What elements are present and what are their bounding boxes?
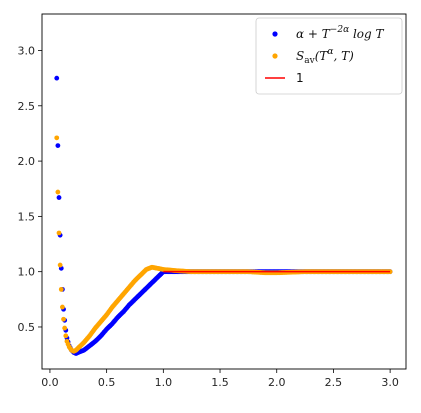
data-point [56, 195, 62, 200]
x-tick-label: 1.5 [211, 376, 229, 389]
data-point [55, 189, 61, 195]
legend-text-sup: −2α [330, 25, 349, 35]
plot-frame [41, 13, 407, 370]
x-tick-label: 3.0 [381, 376, 399, 389]
legend-text-sub: av [304, 56, 315, 66]
data-point [60, 304, 65, 310]
y-tick-label: 2.0 [18, 155, 36, 168]
data-point [56, 230, 62, 236]
y-tick-label: 2.5 [18, 100, 36, 113]
plot-area [54, 75, 393, 356]
y-tick-label: 1.0 [18, 266, 36, 279]
legend-label: Sav(Tα, T) [296, 47, 354, 66]
data-point [58, 286, 64, 292]
legend-text-main: α + T [296, 27, 331, 41]
x-tick-label: 1.0 [155, 376, 173, 389]
legend-marker [272, 53, 278, 59]
legend-label: 1 [296, 71, 304, 85]
legend: α + T−2α log T Sav(Tα, T) 1 [255, 17, 403, 95]
data-point [61, 316, 66, 322]
legend-label: α + T−2α log T [296, 25, 385, 41]
data-point [63, 333, 69, 339]
y-tick-label: 1.5 [18, 210, 36, 223]
x-tick-label: 0.0 [41, 376, 59, 389]
legend-text-sup: α [327, 47, 333, 57]
legend-marker [272, 31, 278, 37]
data-point [57, 262, 63, 268]
x-tick-label: 2.5 [325, 376, 343, 389]
data-point [62, 325, 68, 331]
data-point [54, 135, 60, 141]
legend-text-tail: log T [349, 27, 384, 41]
x-tick-label: 2.0 [268, 376, 286, 389]
x-axis: 0.0 0.5 1.0 1.5 2.0 2.5 3.0 [41, 369, 399, 389]
data-point [55, 143, 61, 149]
legend-box [255, 17, 403, 95]
legend-text-main: S [296, 49, 304, 63]
y-tick-label: 0.5 [18, 321, 36, 334]
y-axis: 0.5 1.0 1.5 2.0 2.5 3.0 [18, 44, 42, 334]
legend-text-mid: (T [315, 49, 329, 63]
y-tick-label: 3.0 [18, 44, 36, 57]
series-1 [54, 135, 393, 354]
data-point [54, 75, 60, 81]
legend-text-tail: , T) [333, 49, 354, 63]
x-tick-label: 0.5 [98, 376, 116, 389]
